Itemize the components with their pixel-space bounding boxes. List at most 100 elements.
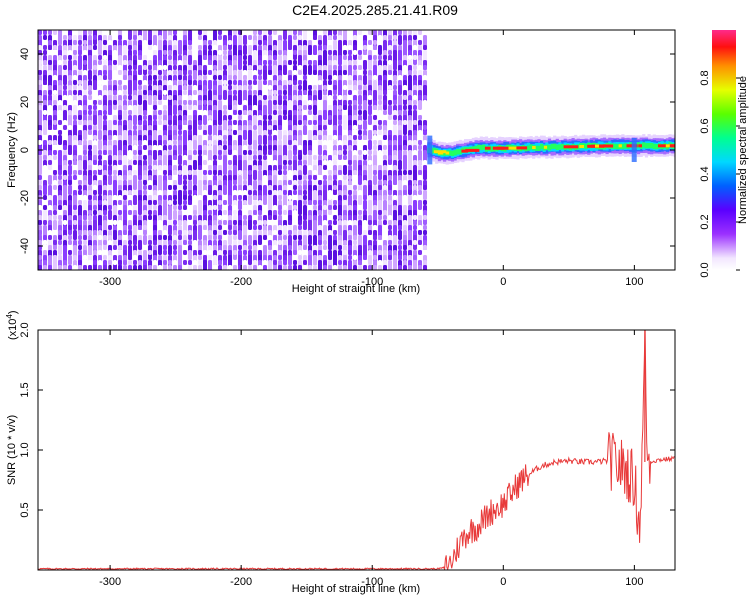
noise-cell [233, 120, 237, 125]
noise-cell [383, 155, 387, 160]
noise-cell [173, 135, 177, 140]
noise-cell [208, 170, 212, 175]
noise-cell [298, 65, 302, 70]
noise-cell [153, 205, 157, 210]
noise-cell [303, 75, 307, 80]
noise-cell [38, 220, 42, 225]
noise-cell [63, 35, 67, 40]
noise-cell [303, 265, 307, 270]
noise-cell [313, 50, 317, 55]
noise-cell [228, 105, 232, 110]
noise-cell [348, 180, 352, 185]
bottom-x-axis-label: Height of straight line (km) [292, 583, 420, 595]
noise-cell [288, 180, 292, 185]
noise-cell [218, 175, 222, 180]
noise-cell [333, 65, 337, 70]
noise-cell [228, 85, 232, 90]
noise-cell [268, 30, 272, 35]
noise-cell [78, 185, 82, 190]
noise-cell [173, 70, 177, 75]
noise-cell [83, 60, 87, 65]
signal-band-cell [550, 143, 554, 150]
noise-cell [333, 160, 337, 165]
noise-cell [278, 90, 282, 95]
noise-cell [223, 110, 227, 115]
noise-cell [233, 150, 237, 155]
noise-cell [93, 265, 97, 270]
noise-cell [88, 175, 92, 185]
noise-cell [148, 250, 152, 255]
noise-cell [178, 130, 182, 135]
noise-cell [418, 190, 422, 195]
noise-cell [128, 190, 132, 195]
signal-band-cell [613, 143, 617, 149]
noise-cell [138, 175, 142, 180]
noise-cell [388, 105, 392, 115]
noise-cell [423, 95, 427, 100]
noise-cell [143, 155, 147, 160]
noise-cell [123, 45, 127, 55]
noise-cell [253, 120, 257, 125]
noise-cell [298, 85, 302, 90]
noise-cell [133, 160, 137, 165]
noise-cell [218, 200, 222, 205]
noise-cell [133, 155, 137, 160]
noise-cell [268, 190, 272, 195]
noise-cell [333, 215, 337, 220]
noise-cell [228, 40, 232, 45]
noise-cell [153, 150, 157, 160]
signal-core-cell [465, 148, 480, 152]
noise-cell [278, 175, 282, 180]
noise-cell [413, 105, 417, 110]
noise-cell [333, 245, 337, 250]
noise-cell [153, 200, 157, 205]
noise-cell [268, 70, 272, 75]
noise-cell [93, 160, 97, 165]
colorbar-tick-label: 0.8 [699, 70, 711, 85]
noise-cell [403, 245, 407, 250]
noise-cell [103, 75, 107, 80]
noise-cell [53, 155, 57, 160]
noise-cell [348, 45, 352, 50]
noise-cell [88, 130, 92, 135]
noise-cell [368, 230, 372, 235]
noise-cell [273, 215, 277, 220]
noise-cell [228, 200, 232, 205]
noise-cell [168, 120, 172, 125]
noise-cell [118, 60, 122, 65]
noise-cell [133, 260, 137, 265]
noise-cell [38, 185, 42, 190]
noise-cell [133, 200, 137, 205]
noise-cell [323, 155, 327, 160]
noise-cell [93, 185, 97, 190]
noise-cell [138, 120, 142, 125]
noise-cell [343, 265, 347, 270]
noise-cell [243, 55, 247, 60]
noise-cell [178, 195, 182, 205]
noise-cell [278, 170, 282, 175]
noise-cell [273, 30, 277, 35]
noise-cell [223, 55, 227, 60]
noise-cell [63, 60, 67, 65]
noise-cell [318, 135, 322, 140]
noise-cell [163, 105, 167, 110]
signal-core-cell [579, 145, 584, 148]
noise-cell [353, 50, 357, 55]
noise-cell [333, 35, 337, 40]
signal-core-cell [532, 146, 536, 149]
noise-cell [313, 155, 317, 160]
noise-cell [243, 30, 247, 35]
noise-cell [183, 85, 187, 90]
noise-cell [133, 120, 137, 125]
noise-cell [303, 165, 307, 175]
noise-cell [83, 50, 87, 55]
noise-cell [378, 40, 382, 45]
noise-cell [353, 65, 357, 70]
noise-cell [253, 265, 257, 270]
noise-cell [183, 245, 187, 250]
noise-cell [288, 160, 292, 165]
noise-cell [223, 45, 227, 50]
noise-cell [308, 65, 312, 75]
noise-cell [258, 125, 262, 135]
